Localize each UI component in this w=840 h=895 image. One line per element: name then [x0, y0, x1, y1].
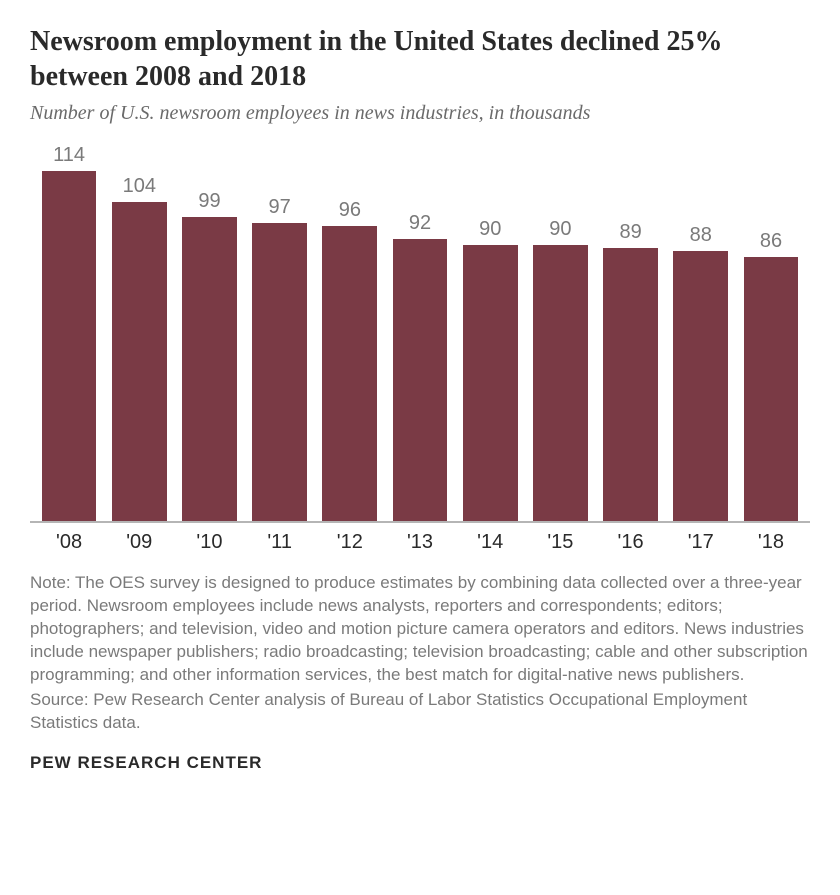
x-axis-label: '18: [736, 531, 806, 554]
bar: [463, 245, 518, 521]
bars-container: 114 104 99 97 96 92 90 90 89 88 86: [30, 143, 810, 523]
chart-source: Source: Pew Research Center analysis of …: [30, 689, 810, 735]
bar: [673, 251, 728, 521]
x-axis-label: '15: [525, 531, 595, 554]
bar-wrap: 88: [666, 224, 736, 521]
bar-value-label: 97: [269, 196, 291, 219]
bar-wrap: 90: [525, 218, 595, 521]
bar: [252, 223, 307, 521]
x-axis-label: '10: [174, 531, 244, 554]
bar-wrap: 92: [385, 212, 455, 521]
bar: [603, 248, 658, 521]
bar-value-label: 90: [549, 218, 571, 241]
bar-wrap: 86: [736, 230, 806, 521]
bar-value-label: 114: [53, 144, 85, 167]
bar: [182, 217, 237, 521]
bar-value-label: 86: [760, 230, 782, 253]
bar-wrap: 96: [315, 199, 385, 521]
bar-value-label: 88: [690, 224, 712, 247]
bar-value-label: 104: [123, 175, 156, 198]
bar-wrap: 114: [34, 144, 104, 521]
chart-subtitle: Number of U.S. newsroom employees in new…: [30, 102, 810, 125]
bar: [322, 226, 377, 521]
x-axis-label: '11: [245, 531, 315, 554]
x-axis-label: '08: [34, 531, 104, 554]
bar: [533, 245, 588, 521]
x-axis-label: '12: [315, 531, 385, 554]
bar: [112, 202, 167, 521]
bar-wrap: 99: [174, 190, 244, 521]
bar: [42, 171, 97, 521]
chart-title: Newsroom employment in the United States…: [30, 24, 810, 94]
bar-wrap: 89: [596, 221, 666, 521]
bar-wrap: 90: [455, 218, 525, 521]
bar-value-label: 90: [479, 218, 501, 241]
bar-wrap: 104: [104, 175, 174, 521]
x-axis-label: '16: [596, 531, 666, 554]
bar-value-label: 99: [198, 190, 220, 213]
bar-wrap: 97: [245, 196, 315, 521]
bar-chart: 114 104 99 97 96 92 90 90 89 88 86 '08'09'10'11'12…: [30, 143, 810, 554]
attribution-footer: PEW RESEARCH CENTER: [30, 753, 810, 773]
bar: [393, 239, 448, 521]
x-axis-label: '13: [385, 531, 455, 554]
bar: [744, 257, 799, 521]
x-axis-labels: '08'09'10'11'12'13'14'15'16'17'18: [30, 523, 810, 554]
bar-value-label: 96: [339, 199, 361, 222]
bar-value-label: 89: [619, 221, 641, 244]
x-axis-label: '09: [104, 531, 174, 554]
bar-value-label: 92: [409, 212, 431, 235]
x-axis-label: '17: [666, 531, 736, 554]
chart-note: Note: The OES survey is designed to prod…: [30, 572, 810, 687]
x-axis-label: '14: [455, 531, 525, 554]
